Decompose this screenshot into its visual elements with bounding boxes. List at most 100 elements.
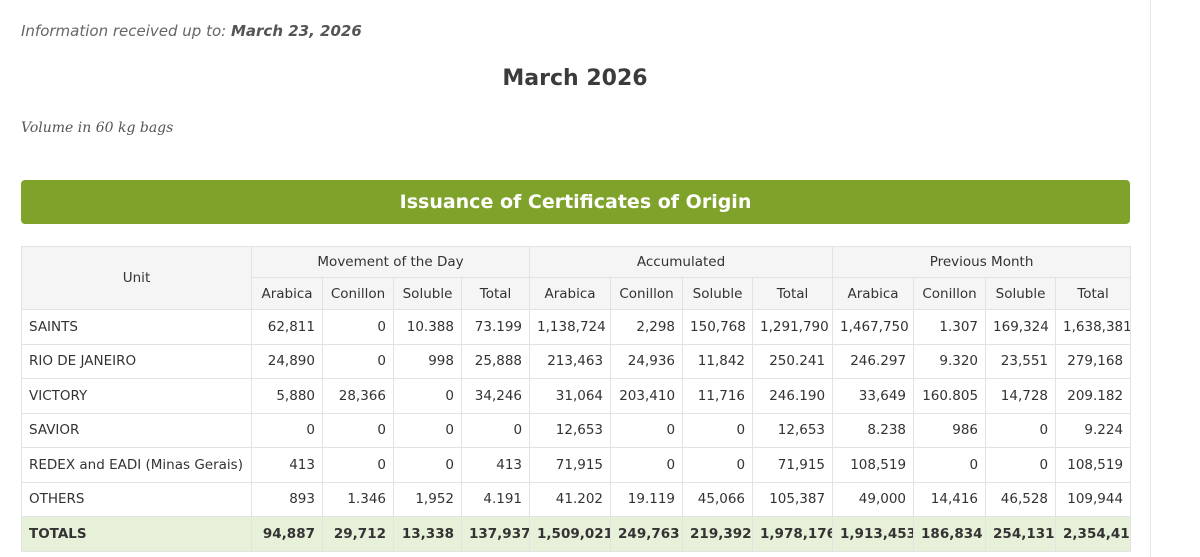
value-cell: 246.297: [832, 343, 915, 379]
value-cell: 0: [985, 447, 1057, 483]
group-header-movement-of-day: Movement of the Day: [250, 246, 531, 278]
unit-column-header: Unit: [21, 246, 252, 310]
value-cell: 0: [322, 412, 394, 448]
value-cell: 1.346: [322, 481, 394, 517]
value-cell: 24,890: [251, 343, 323, 379]
value-cell: 1.307: [913, 309, 987, 345]
subheader-movement-of-day-3: Total: [460, 277, 531, 310]
value-cell: 23,551: [985, 343, 1057, 379]
value-cell: 8.238: [832, 412, 915, 448]
unit-cell: RIO DE JANEIRO: [21, 343, 252, 379]
value-cell: 108,519: [832, 447, 915, 483]
certificates-table: Unit Movement of the Day Accumulated Pre…: [21, 246, 1132, 552]
value-cell: 413: [251, 447, 323, 483]
totals-row: TOTALS 94,887 29,712 13,338 137,937 1,509,021…: [21, 516, 1132, 552]
value-cell: 31,064: [529, 378, 612, 414]
value-cell: 1,138,724: [529, 309, 612, 345]
value-cell: 998: [393, 343, 462, 379]
value-cell: 13,338: [393, 516, 462, 552]
group-header-previous-month: Previous Month: [832, 246, 1132, 278]
value-cell: 12,653: [752, 412, 834, 448]
value-cell: 45,066: [682, 481, 754, 517]
value-cell: 413: [460, 447, 531, 483]
table-row: SAINTS 62,811 0 10.388 73.199 1,138,724 2,298 1…: [21, 309, 1132, 345]
value-cell: 2,354,418: [1055, 516, 1132, 552]
unit-cell: SAINTS: [21, 309, 252, 345]
value-cell: 250.241: [752, 343, 834, 379]
value-cell: 28,366: [322, 378, 394, 414]
value-cell: 249,763: [610, 516, 684, 552]
unit-cell: SAVIOR: [21, 412, 252, 448]
value-cell: 1,952: [393, 481, 462, 517]
table-row: OTHERS 893 1.346 1,952 4.191 41.202 19.119 45,0…: [21, 481, 1132, 517]
subheader-movement-of-day-2: Soluble: [393, 277, 462, 310]
table-subheader-row: Arabica Conillon Soluble Total Arabica Conill…: [22, 277, 1132, 310]
value-cell: 24,936: [610, 343, 684, 379]
value-cell: 12,653: [529, 412, 612, 448]
table-group-header-row: Unit Movement of the Day Accumulated Pre…: [21, 246, 1132, 310]
value-cell: 73.199: [460, 309, 531, 345]
subheader-previous-month-3: Total: [1055, 277, 1132, 310]
value-cell: 33,649: [832, 378, 915, 414]
info-date: March 23, 2026: [230, 22, 362, 40]
value-cell: 203,410: [610, 378, 684, 414]
value-cell: 71,915: [752, 447, 834, 483]
info-label: Information received up to:: [21, 22, 227, 40]
value-cell: 0: [393, 412, 462, 448]
value-cell: 41.202: [529, 481, 612, 517]
subheader-previous-month-0: Arabica: [832, 277, 915, 310]
value-cell: 19.119: [610, 481, 684, 517]
value-cell: 49,000: [832, 481, 915, 517]
value-cell: 150,768: [682, 309, 754, 345]
value-cell: 2,298: [610, 309, 684, 345]
table-row: RIO DE JANEIRO 24,890 0 998 25,888 213,463 24,…: [21, 343, 1132, 379]
unit-cell: REDEX and EADI (Minas Gerais): [21, 447, 252, 483]
table-row: REDEX and EADI (Minas Gerais) 413 0 0 413 71,…: [21, 447, 1132, 483]
section-banner-title: Issuance of Certificates of Origin: [399, 191, 752, 213]
value-cell: 10.388: [393, 309, 462, 345]
subheader-accumulated-2: Soluble: [682, 277, 754, 310]
group-header-accumulated: Accumulated: [529, 246, 834, 278]
value-cell: 108,519: [1055, 447, 1132, 483]
subheader-accumulated-3: Total: [752, 277, 834, 310]
value-cell: 0: [393, 378, 462, 414]
subheader-previous-month-2: Soluble: [985, 277, 1057, 310]
value-cell: 893: [251, 481, 323, 517]
value-cell: 1,291,790: [752, 309, 834, 345]
value-cell: 0: [985, 412, 1057, 448]
unit-cell: VICTORY: [21, 378, 252, 414]
subheader-movement-of-day-0: Arabica: [251, 277, 323, 310]
section-banner: Issuance of Certificates of Origin: [21, 180, 1130, 224]
value-cell: 0: [322, 447, 394, 483]
value-cell: 109,944: [1055, 481, 1132, 517]
table-body: SAINTS 62,811 0 10.388 73.199 1,138,724 2,298 1…: [21, 309, 1132, 552]
subheader-previous-month-1: Conillon: [913, 277, 987, 310]
value-cell: 0: [913, 447, 987, 483]
value-cell: 1,913,453: [832, 516, 915, 552]
volume-note: Volume in 60 kg bags: [21, 120, 174, 136]
value-cell: 1,978,176: [752, 516, 834, 552]
value-cell: 279,168: [1055, 343, 1132, 379]
value-cell: 9.320: [913, 343, 987, 379]
value-cell: 4.191: [460, 481, 531, 517]
value-cell: 213,463: [529, 343, 612, 379]
subheader-accumulated-1: Conillon: [610, 277, 684, 310]
value-cell: 986: [913, 412, 987, 448]
value-cell: 254,131: [985, 516, 1057, 552]
value-cell: 0: [460, 412, 531, 448]
value-cell: 0: [393, 447, 462, 483]
value-cell: 169,324: [985, 309, 1057, 345]
value-cell: 0: [682, 412, 754, 448]
page-right-border: [1150, 0, 1151, 557]
value-cell: 0: [682, 447, 754, 483]
value-cell: 11,716: [682, 378, 754, 414]
table-row: SAVIOR 0 0 0 0 12,653 0 0 12,653 8.238 986 0 9.224: [21, 412, 1132, 448]
value-cell: 105,387: [752, 481, 834, 517]
value-cell: 1,509,021: [529, 516, 612, 552]
value-cell: 62,811: [251, 309, 323, 345]
value-cell: 160.805: [913, 378, 987, 414]
value-cell: 0: [322, 309, 394, 345]
value-cell: 209.182: [1055, 378, 1132, 414]
value-cell: 186,834: [913, 516, 987, 552]
value-cell: 46,528: [985, 481, 1057, 517]
